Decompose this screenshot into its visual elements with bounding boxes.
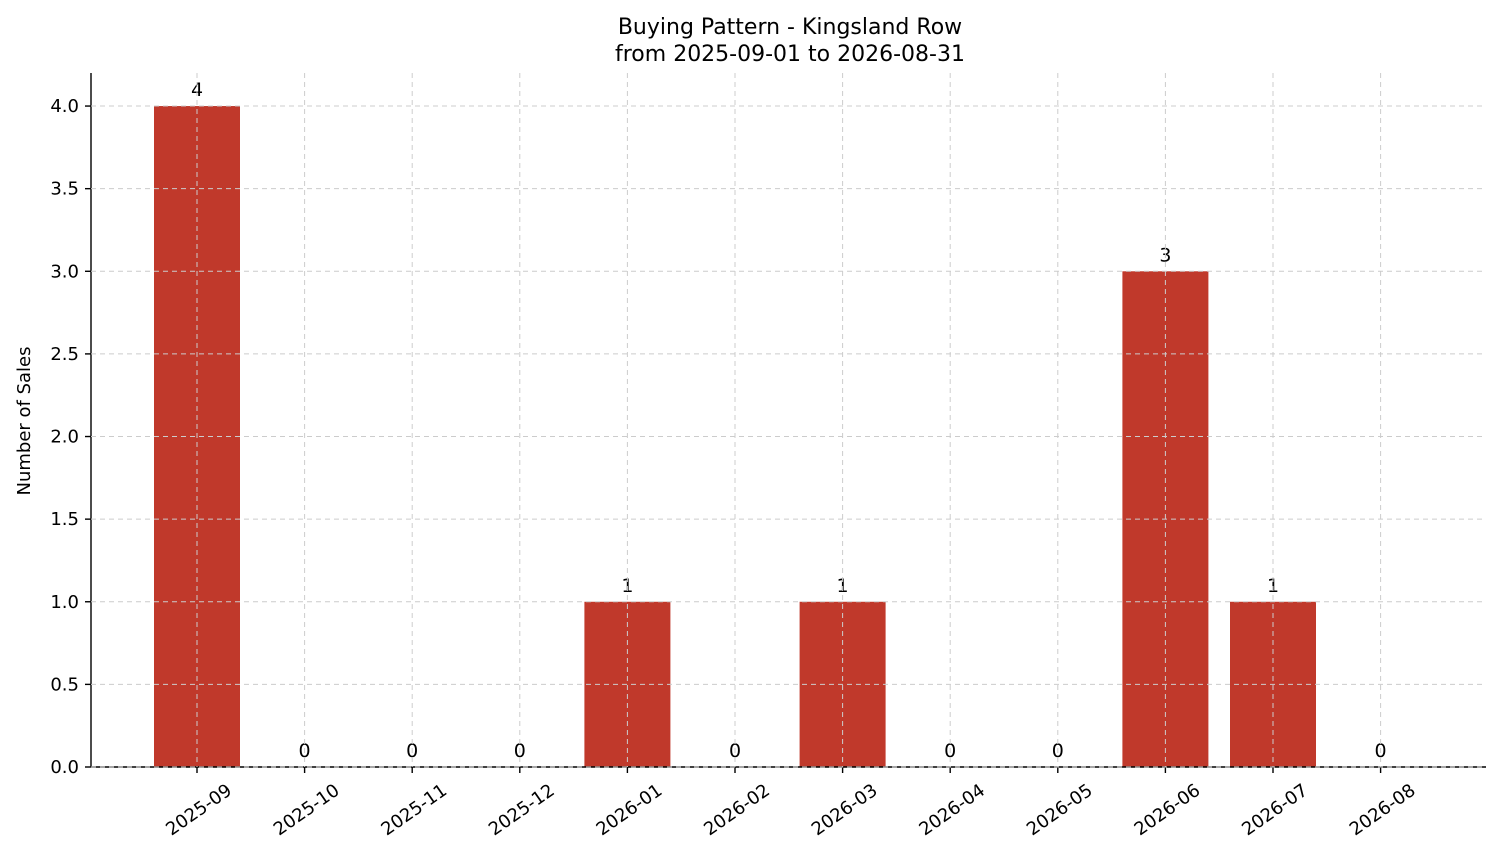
y-tick-label: 0.5: [50, 674, 79, 695]
x-tick-label: 2026-02: [700, 780, 774, 840]
x-tick-label: 2025-10: [270, 780, 344, 840]
y-axis-label: Number of Sales: [14, 346, 35, 495]
chart-subtitle: from 2025-09-01 to 2026-08-31: [615, 42, 965, 67]
y-tick-label: 3.0: [50, 261, 79, 282]
x-tick-label: 2026-03: [808, 780, 882, 840]
y-tick-label: 2.0: [50, 427, 79, 448]
y-tick-label: 4.0: [50, 96, 79, 117]
x-tick-label: 2026-06: [1131, 780, 1205, 840]
x-tick-label: 2026-04: [915, 780, 989, 840]
x-tick-label: 2025-12: [485, 780, 559, 840]
y-tick-label: 3.5: [50, 179, 79, 200]
chart-title: Buying Pattern - Kingsland Row: [618, 15, 962, 40]
x-tick-label: 2025-09: [162, 780, 236, 840]
x-tick-label: 2025-11: [377, 780, 451, 840]
x-tick-label: 2026-05: [1023, 780, 1097, 840]
data-label: 1: [837, 575, 849, 597]
x-tick-label: 2026-07: [1238, 780, 1312, 840]
x-tick-label: 2026-08: [1346, 780, 1420, 840]
grid-layer: [91, 73, 1486, 768]
y-tick-label: 1.5: [50, 509, 79, 530]
x-tick-label: 2026-01: [593, 780, 667, 840]
y-tick-label: 1.0: [50, 592, 79, 613]
y-tick-label: 2.5: [50, 344, 79, 365]
data-label: 4: [191, 79, 203, 101]
y-tick-label: 0.0: [50, 757, 79, 778]
data-label: 1: [621, 575, 633, 597]
data-label: 1: [1267, 575, 1279, 597]
